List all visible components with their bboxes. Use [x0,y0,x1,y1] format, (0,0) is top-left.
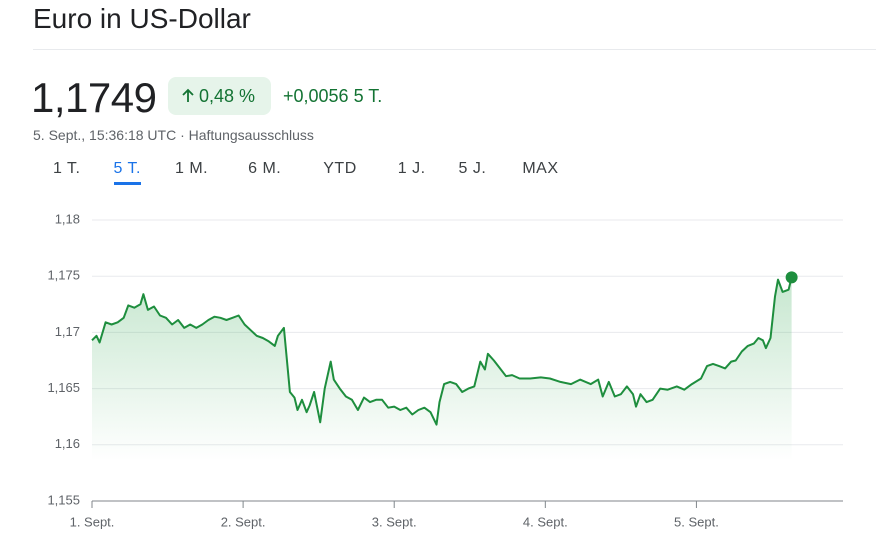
price-line [91,277,793,426]
divider [33,49,876,50]
x-tick-label: 2. Sept. [221,514,266,529]
y-tick-label: 1,155 [47,492,80,507]
area-fill [92,277,792,461]
x-tick-label: 3. Sept. [372,514,417,529]
change-abs: +0,0056 5 T. [283,86,383,106]
price: 1,1749 [31,74,157,121]
range-tab[interactable]: 5 J. [458,160,487,177]
range-tab[interactable]: 6 M. [248,160,282,177]
change-percent: 0,48 % [199,85,256,106]
range-tab[interactable]: 1 M. [175,160,209,177]
range-tab[interactable]: YTD [323,160,357,177]
y-tick-label: 1,17 [55,324,80,339]
range-tab[interactable]: 1 T. [53,160,81,177]
title: Euro in US-Dollar [33,3,251,34]
x-tick-label: 5. Sept. [674,514,719,529]
x-tick-label: 1. Sept. [70,514,115,529]
x-tick-label: 4. Sept. [523,514,568,529]
timestamp: 5. Sept., 15:36:18 UTC · Haftungsausschl… [33,127,314,143]
y-tick-label: 1,16 [55,436,80,451]
last-point [785,271,798,284]
range-tabs: 1 T. 5 T. 1 M. 6 M. YTD 1 J. 5 J. MAX [33,160,586,185]
range-tab[interactable]: 1 J. [397,160,426,177]
y-tick-label: 1,165 [47,380,80,395]
y-tick-label: 1,175 [47,268,80,283]
range-tab[interactable]: 5 T. [113,160,141,185]
up-arrow [182,88,194,102]
y-tick-label: 1,18 [55,211,80,226]
change-badge: 0,48 % [168,77,271,115]
range-tab[interactable]: MAX [522,160,559,177]
